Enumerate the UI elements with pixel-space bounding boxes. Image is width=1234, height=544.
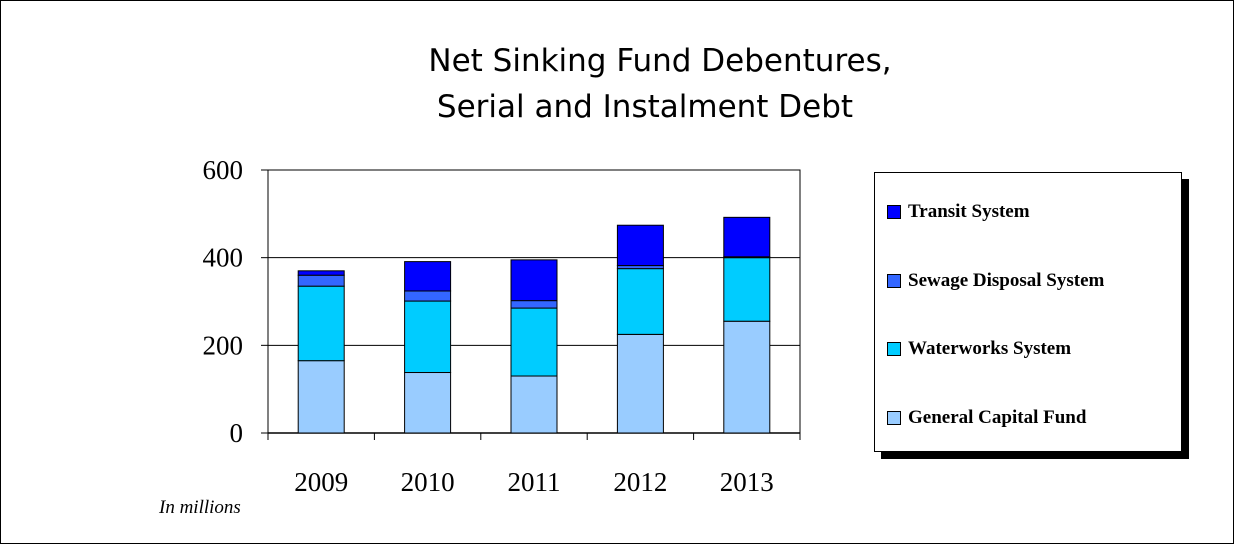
chart-title-line2: Serial and Instalment Debt	[436, 89, 854, 125]
bar-2010-sewage-disposal-system	[404, 290, 452, 302]
bar-2012-transit-system	[616, 224, 664, 267]
legend-swatch-sewage	[887, 274, 901, 288]
y-tick-label-0: 0	[230, 418, 244, 448]
bar-2010-transit-system	[404, 261, 452, 292]
bar-2009-general-capital-fund	[297, 360, 345, 434]
bar-2009-sewage-disposal-system	[297, 274, 345, 287]
bar-2013-transit-system	[723, 216, 771, 258]
legend-item-general-capital: General Capital Fund	[887, 406, 1086, 430]
legend-item-waterworks: Waterworks System	[887, 337, 1071, 361]
chart-title: Net Sinking Fund Debentures, Serial and …	[260, 38, 1100, 130]
x-tick-label-2010: 2010	[401, 467, 455, 497]
y-tick-label-600: 600	[203, 155, 244, 185]
bar-2011-waterworks-system	[510, 307, 558, 377]
bar-2011-general-capital-fund	[510, 375, 558, 434]
legend-label-general-capital: General Capital Fund	[908, 407, 1087, 428]
legend-item-sewage: Sewage Disposal System	[887, 269, 1104, 293]
legend-swatch-transit	[887, 205, 901, 219]
bar-2009-transit-system	[297, 270, 345, 276]
bar-2010-general-capital-fund	[404, 372, 452, 434]
legend: Transit System Sewage Disposal System Wa…	[874, 172, 1182, 452]
legend-label-sewage: Sewage Disposal System	[908, 270, 1105, 291]
legend-item-transit: Transit System	[887, 200, 1030, 224]
x-tick-label-2012: 2012	[613, 467, 667, 497]
legend-label-waterworks: Waterworks System	[908, 338, 1072, 359]
x-tick-label-2011: 2011	[508, 467, 561, 497]
legend-swatch-general-capital	[887, 411, 901, 425]
bar-2013-general-capital-fund	[723, 320, 771, 434]
bar-2009-waterworks-system	[297, 285, 345, 362]
y-tick-label-200: 200	[203, 330, 244, 360]
unit-note: In millions	[159, 497, 241, 518]
bar-2011-transit-system	[510, 259, 558, 302]
bar-2011-sewage-disposal-system	[510, 300, 558, 309]
legend-label-transit: Transit System	[908, 201, 1030, 222]
legend-swatch-waterworks	[887, 342, 901, 356]
chart-title-line1: Net Sinking Fund Debentures,	[428, 43, 892, 79]
bar-2010-waterworks-system	[404, 300, 452, 374]
bar-2012-waterworks-system	[616, 268, 664, 335]
x-tick-label-2013: 2013	[720, 467, 774, 497]
x-tick-label-2009: 2009	[294, 467, 348, 497]
bar-2013-waterworks-system	[723, 257, 771, 322]
y-tick-label-400: 400	[203, 243, 244, 273]
bar-2012-general-capital-fund	[616, 333, 664, 434]
